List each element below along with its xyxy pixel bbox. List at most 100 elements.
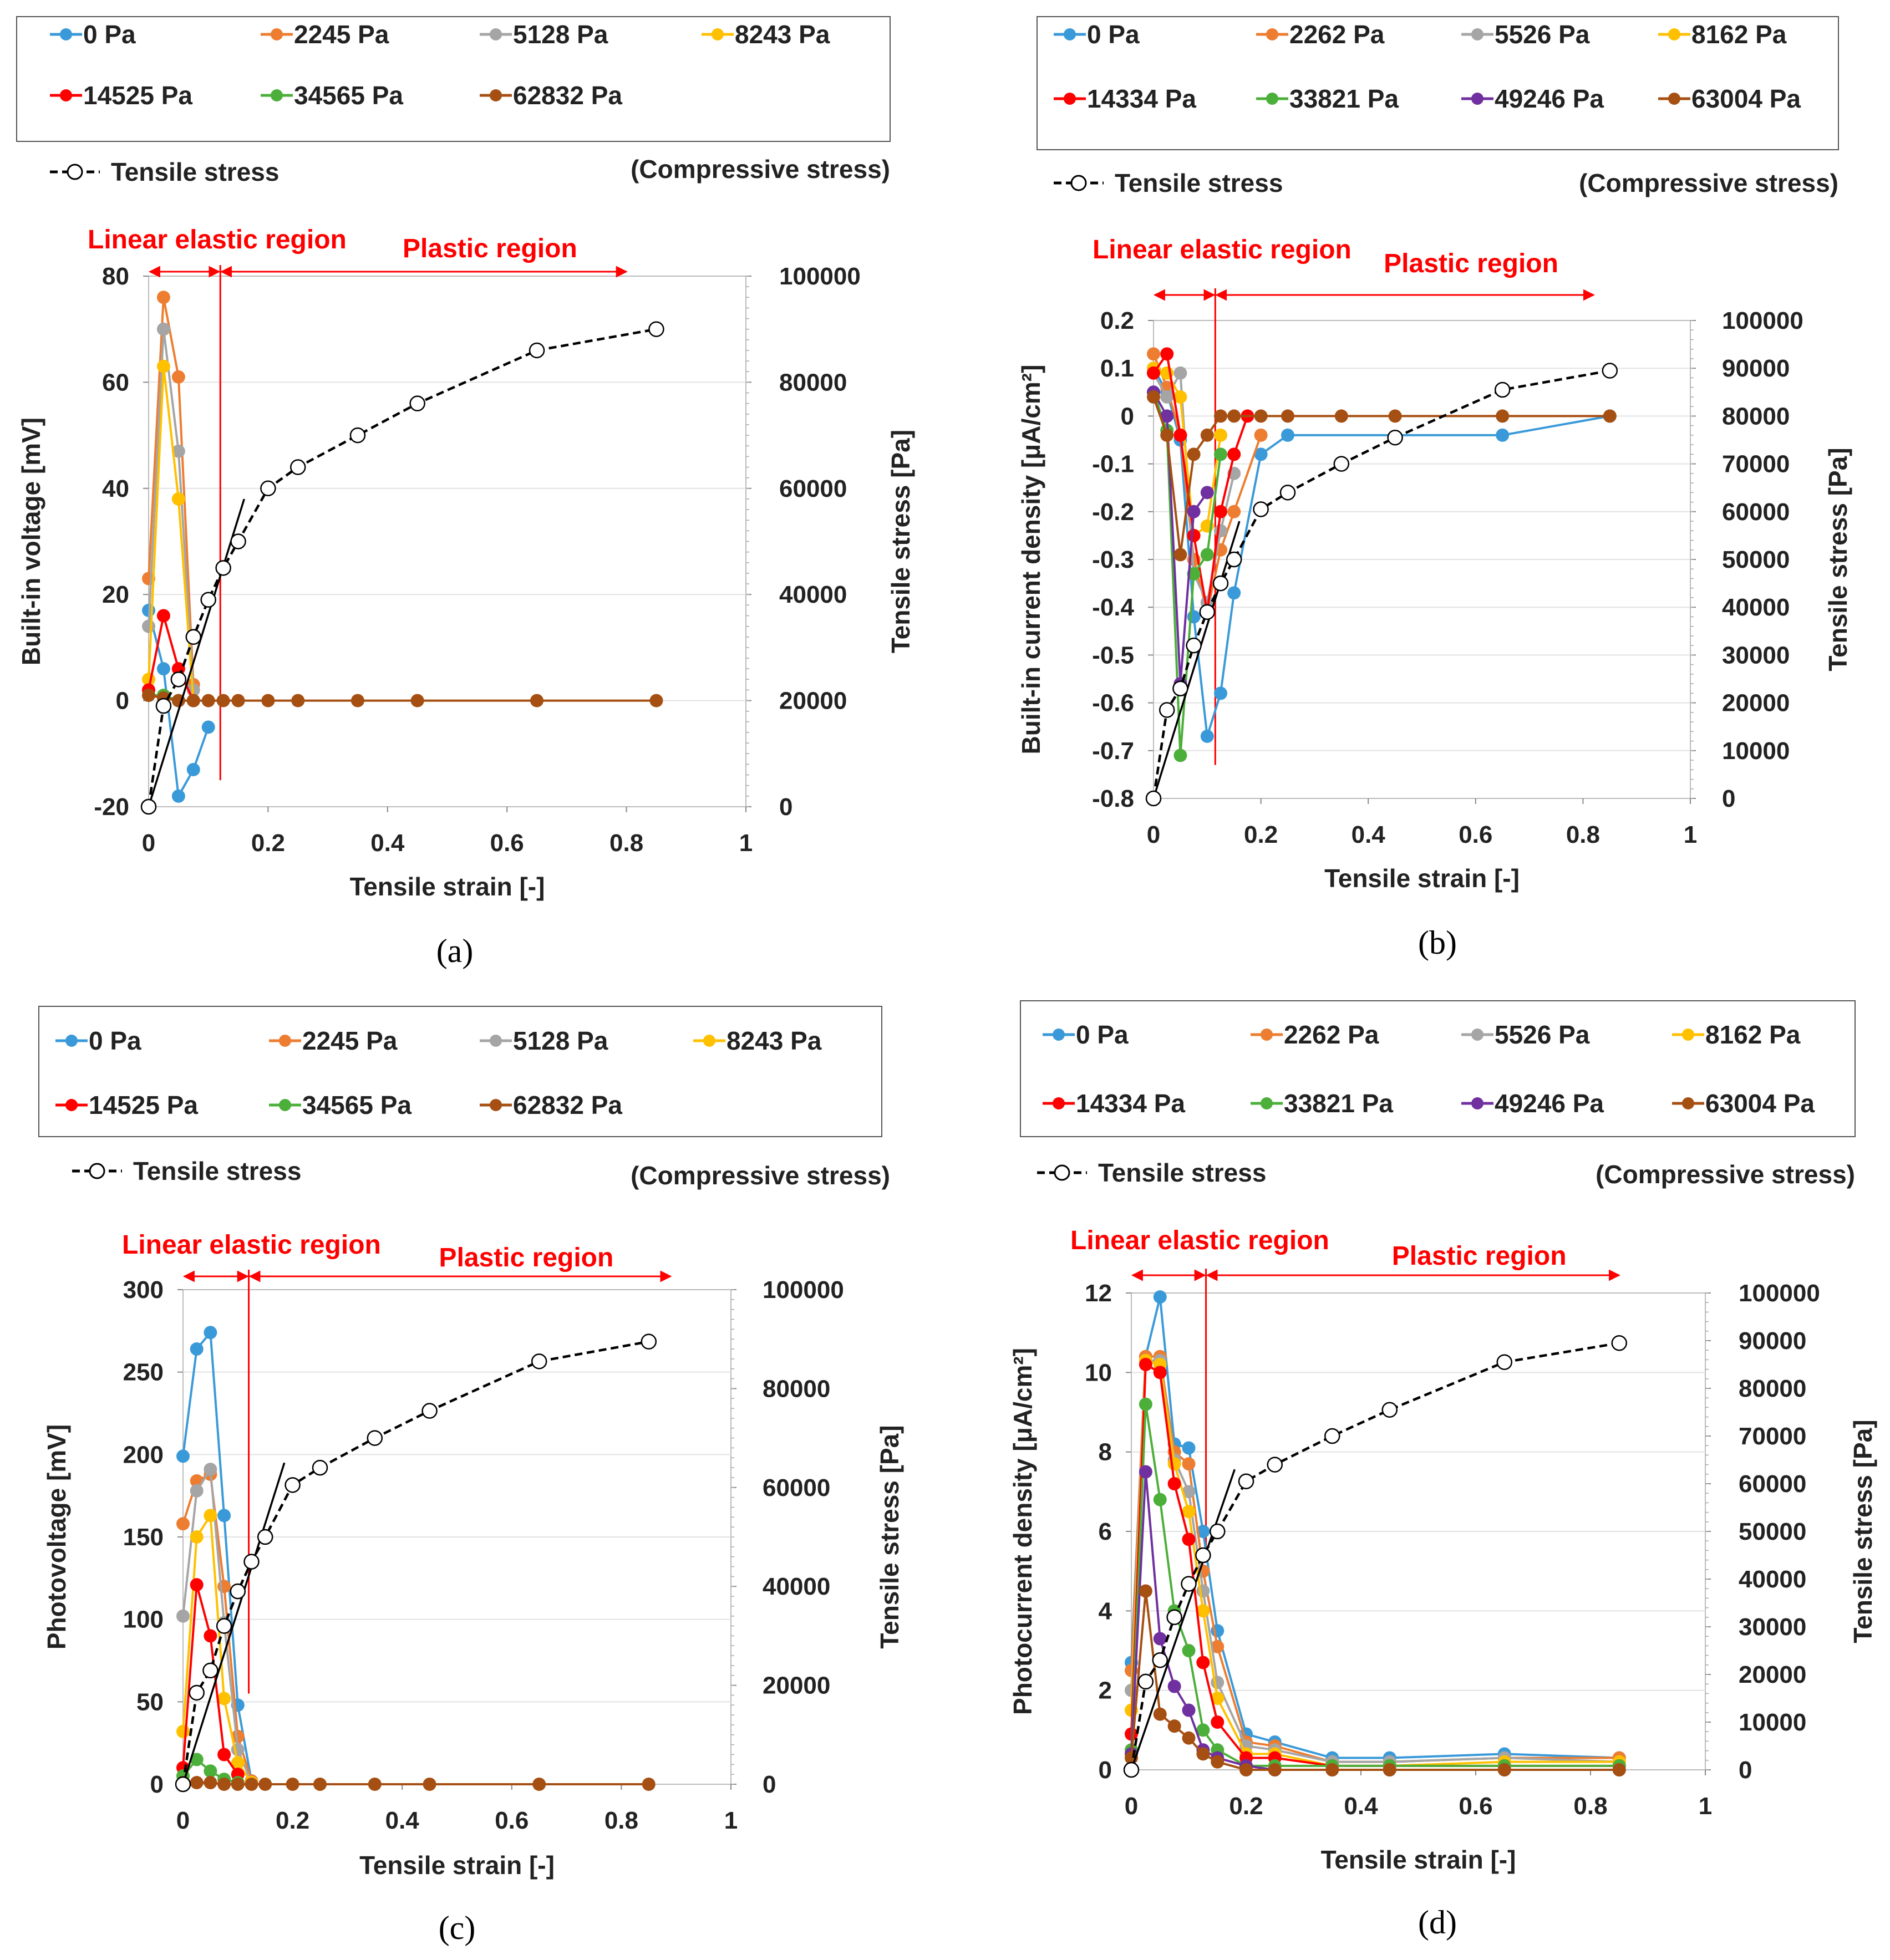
data-point [649, 694, 663, 707]
series-62832-pa [176, 1776, 656, 1791]
data-point [1196, 1604, 1210, 1618]
legend: 0 Pa 2245 Pa 5128 Pa 8243 Pa 14525 Pa 34565 P… [38, 1006, 882, 1137]
data-point [1211, 1692, 1225, 1705]
y-tick-label: -0.2 [1092, 498, 1134, 526]
linear-fit-line [1130, 1469, 1236, 1770]
tensile-stress-point [1496, 1354, 1512, 1370]
tensile-stress-point [1181, 1576, 1197, 1592]
data-point [1214, 686, 1227, 700]
data-point [368, 1778, 382, 1791]
data-point [190, 1578, 204, 1592]
data-point [1182, 1441, 1196, 1455]
data-point [423, 1778, 436, 1791]
x-tick-label: 1 [739, 829, 753, 857]
x-tick-label: 0 [1147, 821, 1160, 848]
y2-tick-label: 40000 [1722, 594, 1790, 621]
data-point [217, 1509, 231, 1523]
data-point [1254, 447, 1268, 461]
legend-item: 5526 Pa [1461, 20, 1590, 49]
data-point [530, 694, 544, 707]
data-point [1612, 1763, 1626, 1776]
legend-item: 14334 Pa [1043, 1089, 1185, 1118]
legend-marker [271, 28, 283, 40]
data-point [1173, 390, 1187, 404]
data-point [1160, 409, 1174, 423]
y-tick-label: 80 [102, 263, 129, 290]
panel-c: 0 Pa 2245 Pa 5128 Pa 8243 Pa 14525 Pa 34565 P… [38, 1006, 904, 1946]
legend-label: 8162 Pa [1691, 20, 1787, 49]
data-point [204, 1629, 217, 1643]
tensile-stress-point [200, 592, 216, 608]
tensile-legend-label: Tensile stress [1098, 1158, 1266, 1187]
legend-marker [1053, 1097, 1065, 1109]
data-point [1147, 366, 1160, 380]
data-point [1239, 1763, 1253, 1776]
data-point [1334, 409, 1348, 423]
legend-label: 33821 Pa [1284, 1089, 1393, 1118]
legend-item: 8243 Pa [693, 1026, 822, 1055]
tensile-stress-point [257, 1529, 273, 1545]
data-point [1167, 1457, 1181, 1471]
x-tick-label: 0.6 [1459, 1793, 1492, 1820]
legend-item: 5128 Pa [480, 20, 608, 49]
tensile-stress-point [230, 1583, 246, 1600]
data-point [1153, 1493, 1167, 1506]
data-point [1281, 428, 1294, 442]
legend-label: 63004 Pa [1691, 84, 1801, 113]
legend-item: 14525 Pa [55, 1091, 198, 1119]
data-point [156, 291, 170, 304]
data-point [313, 1778, 327, 1791]
data-point [1281, 409, 1294, 423]
legend-marker [1064, 93, 1076, 105]
x-tick-label: 0.8 [604, 1807, 638, 1834]
data-point [156, 359, 170, 373]
y-tick-label: 0.2 [1100, 307, 1134, 334]
legend-marker [1471, 93, 1483, 105]
legend-label: 62832 Pa [513, 81, 622, 110]
legend-marker [1471, 28, 1483, 40]
data-point [1160, 347, 1174, 361]
legend-box [38, 1006, 882, 1137]
data-point [1388, 409, 1402, 423]
y-tick-label: 250 [123, 1359, 164, 1386]
data-point [171, 370, 185, 384]
legend-label: 0 Pa [1087, 20, 1140, 49]
data-point [1160, 390, 1174, 404]
data-point [190, 1342, 204, 1356]
data-point [1153, 1290, 1167, 1304]
data-point [201, 720, 215, 734]
legend-item: 33821 Pa [1251, 1089, 1393, 1118]
y2-tick-label: 80000 [1722, 403, 1790, 430]
legend-item: 14525 Pa [50, 81, 192, 110]
y2-tick-label: 90000 [1722, 355, 1790, 382]
linear-elastic-label: Linear elastic region [1070, 1226, 1329, 1255]
legend-marker [279, 1099, 291, 1111]
tensile-stress-point [140, 798, 157, 815]
data-point [142, 689, 155, 702]
data-point [216, 694, 230, 707]
data-point [156, 322, 170, 336]
data-point [1214, 505, 1227, 518]
legend-label: 34565 Pa [302, 1091, 411, 1119]
data-point [291, 694, 305, 707]
legend-label: 49246 Pa [1495, 84, 1604, 113]
legend: 0 Pa 2245 Pa 5128 Pa 8243 Pa 14525 Pa 34565 P… [16, 16, 891, 142]
data-point [1200, 729, 1214, 743]
data-point [1167, 1477, 1181, 1490]
series-line [148, 297, 195, 685]
y-tick-label: -0.4 [1092, 594, 1134, 621]
y2-tick-label: 100000 [1739, 1280, 1820, 1307]
tensile-legend-marker [1054, 1164, 1070, 1181]
legend-item: 49246 Pa [1461, 84, 1604, 113]
y2-tick-label: 50000 [1739, 1518, 1806, 1545]
tensile-stress-point [1212, 575, 1229, 592]
series-line [148, 329, 195, 690]
data-point [1182, 1457, 1196, 1471]
y2-tick-label: 20000 [763, 1672, 830, 1699]
legend: 0 Pa 2262 Pa 5526 Pa 8162 Pa 14334 Pa 33821 P… [1020, 1000, 1856, 1137]
x-axis-label: Tensile strain [-] [1321, 1845, 1516, 1874]
legend-label: 2262 Pa [1289, 20, 1385, 49]
data-point [156, 662, 170, 676]
y-tick-label: -0.1 [1092, 451, 1134, 478]
